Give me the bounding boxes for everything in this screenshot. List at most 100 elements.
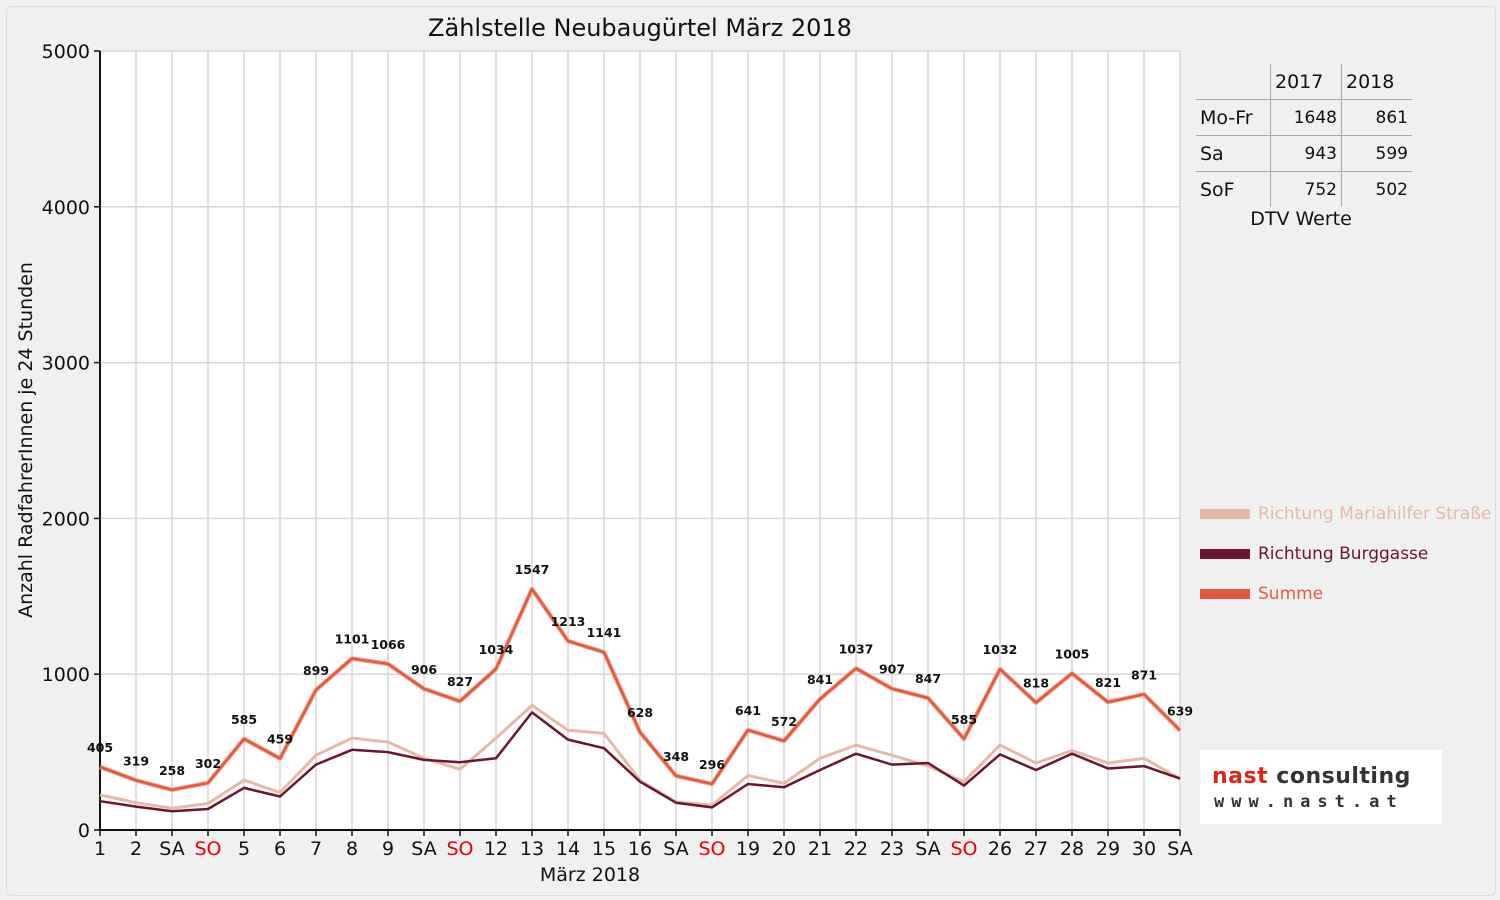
x-tick-label: 1 xyxy=(94,838,106,860)
data-label: 1005 xyxy=(1055,646,1090,661)
logo-word-2: consulting xyxy=(1276,764,1411,789)
dtv-table: 2017 2018 Mo-Fr 1648 861 Sa 943 599 SoF … xyxy=(1196,64,1412,207)
data-label: 572 xyxy=(771,714,797,729)
dtv-header-empty xyxy=(1196,64,1271,100)
data-label: 296 xyxy=(699,757,725,772)
x-tick-label: 9 xyxy=(382,838,394,860)
dtv-row: Sa 943 599 xyxy=(1196,135,1412,172)
x-tick-label: 22 xyxy=(844,838,868,860)
nast-consulting-logo: nast consulting www.nast.at xyxy=(1200,750,1442,824)
data-labels: 405 319 258 302 585 459 899 1101 1066 906 827 1034 1… xyxy=(87,562,1193,778)
legend-item-burggasse: Richtung Burggasse xyxy=(1200,534,1491,574)
data-label: 258 xyxy=(159,763,185,778)
dtv-col-2018: 2018 xyxy=(1341,64,1412,100)
y-tick-label: 2000 xyxy=(42,508,90,530)
dtv-value-2017: 1648 xyxy=(1270,99,1342,136)
x-tick-label: 7 xyxy=(310,838,322,860)
x-tick-label: 28 xyxy=(1060,838,1084,860)
data-label: 907 xyxy=(879,662,905,677)
y-axis-label-text: Anzahl RadfahrerInnen je 24 Stunden xyxy=(15,262,37,618)
logo-url: www.nast.at xyxy=(1214,792,1404,812)
dtv-value-2018: 861 xyxy=(1341,99,1412,136)
data-label: 818 xyxy=(1023,676,1049,691)
x-tick-label: 20 xyxy=(772,838,796,860)
x-tick-label: SA xyxy=(159,838,184,860)
data-label: 906 xyxy=(411,662,437,677)
series-layer xyxy=(99,586,1182,813)
x-tick-label: 16 xyxy=(628,838,652,860)
dtv-row: Mo-Fr 1648 861 xyxy=(1196,99,1412,136)
dtv-row-label: SoF xyxy=(1196,171,1271,207)
data-label: 405 xyxy=(87,740,113,755)
series-line xyxy=(99,711,1181,813)
x-tick-label: SO xyxy=(950,838,977,860)
x-tick-label: 2 xyxy=(130,838,142,860)
x-tick-label: 21 xyxy=(808,838,832,860)
dtv-row: SoF 752 502 xyxy=(1196,171,1412,207)
legend-item-mariahilfer: Richtung Mariahilfer Straße xyxy=(1200,494,1491,534)
data-label: 1547 xyxy=(515,562,550,577)
x-tick-label: SO xyxy=(446,838,473,860)
data-label: 827 xyxy=(447,674,473,689)
y-tick-label: 4000 xyxy=(42,197,90,219)
data-label: 1066 xyxy=(371,637,406,652)
data-label: 1032 xyxy=(983,642,1018,657)
y-tick-label: 5000 xyxy=(42,41,90,63)
dtv-header-row: 2017 2018 xyxy=(1196,64,1412,100)
chart-title: Zählstelle Neubaugürtel März 2018 xyxy=(428,14,852,42)
data-label: 841 xyxy=(807,672,833,687)
data-label: 1213 xyxy=(551,614,586,629)
dtv-row-label: Mo-Fr xyxy=(1196,99,1271,136)
x-tick-label: SA xyxy=(1167,838,1192,860)
data-label: 1037 xyxy=(839,641,874,656)
data-label: 641 xyxy=(735,703,761,718)
legend-swatch xyxy=(1200,509,1250,519)
x-tick-label: 30 xyxy=(1132,838,1156,860)
legend-swatch xyxy=(1200,589,1250,599)
data-label: 821 xyxy=(1095,675,1121,690)
x-tick-label: 13 xyxy=(520,838,544,860)
legend: Richtung Mariahilfer Straße Richtung Bur… xyxy=(1200,494,1491,614)
legend-label: Summe xyxy=(1258,584,1324,604)
logo-word-1: nast xyxy=(1212,764,1269,789)
data-label: 585 xyxy=(231,712,257,727)
series-line xyxy=(99,587,1181,792)
x-tick-label: 14 xyxy=(556,838,580,860)
data-label: 1101 xyxy=(335,631,370,646)
data-label: 628 xyxy=(627,705,653,720)
x-tick-label: 5 xyxy=(238,838,250,860)
legend-label: Richtung Burggasse xyxy=(1258,544,1429,564)
x-tick-label: 29 xyxy=(1096,838,1120,860)
x-tick-label: 19 xyxy=(736,838,760,860)
x-tick-label: SA xyxy=(663,838,688,860)
dtv-col-2017: 2017 xyxy=(1270,64,1342,100)
x-tick-label: 8 xyxy=(346,838,358,860)
dtv-caption: DTV Werte xyxy=(1250,208,1352,230)
dtv-value-2018: 502 xyxy=(1341,171,1412,207)
data-label: 639 xyxy=(1167,703,1193,718)
grid xyxy=(100,50,1181,830)
data-label: 899 xyxy=(303,663,329,678)
legend-label: Richtung Mariahilfer Straße xyxy=(1258,504,1492,524)
data-label: 1141 xyxy=(587,625,622,640)
logo-name: nast consulting xyxy=(1212,764,1411,789)
x-tick-label: 15 xyxy=(592,838,616,860)
data-label: 585 xyxy=(951,712,977,727)
data-label: 847 xyxy=(915,671,941,686)
x-tick-label: 6 xyxy=(274,838,286,860)
data-label: 302 xyxy=(195,756,221,771)
legend-swatch xyxy=(1200,549,1250,559)
legend-item-summe: Summe xyxy=(1200,574,1491,614)
dtv-row-label: Sa xyxy=(1196,135,1271,172)
data-label: 319 xyxy=(123,753,149,768)
x-axis-label: März 2018 xyxy=(539,864,641,886)
data-label: 459 xyxy=(267,731,293,746)
data-label: 1034 xyxy=(479,642,514,657)
y-tick-label: 3000 xyxy=(42,353,90,375)
data-label: 348 xyxy=(663,749,689,764)
x-tick-label: SA xyxy=(915,838,940,860)
dtv-value-2017: 752 xyxy=(1270,171,1342,207)
y-tick-label: 1000 xyxy=(42,664,90,686)
